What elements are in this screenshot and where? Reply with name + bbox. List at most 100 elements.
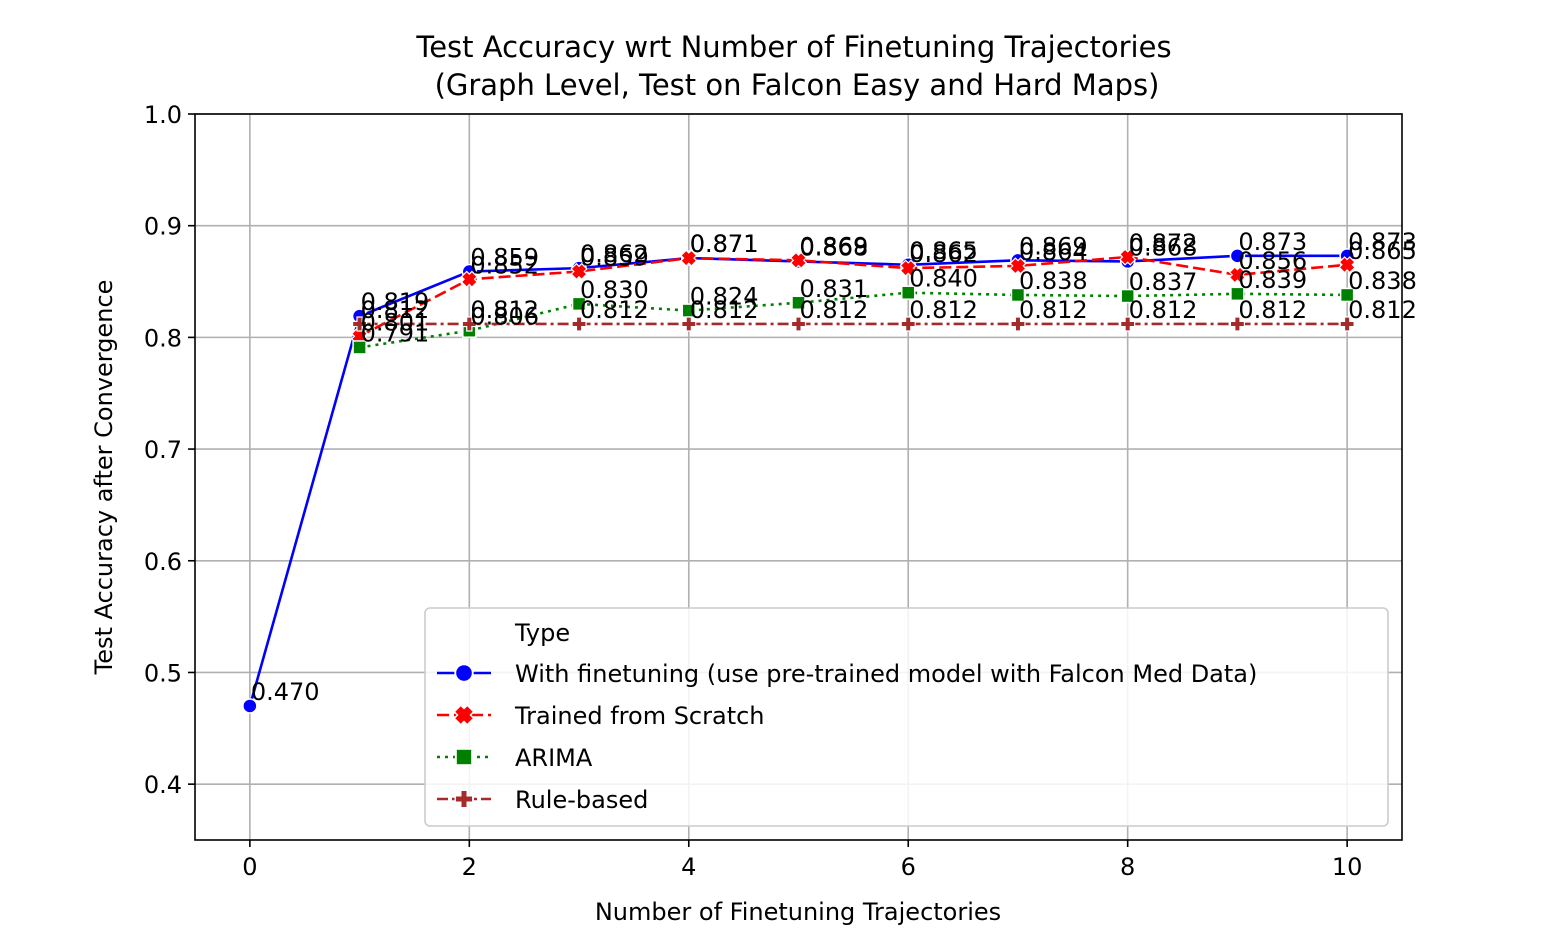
plus-marker (1229, 316, 1246, 332)
data-label: 0.839 (1238, 266, 1307, 294)
data-label: 0.869 (1019, 232, 1088, 260)
data-label: 0.812 (1238, 296, 1307, 324)
legend-item: ARIMA (437, 744, 593, 772)
legend-item: Trained from Scratch (437, 702, 765, 730)
circle-marker (1229, 248, 1246, 264)
data-labels: 0.470 0.819 0.859 0.862 0.871 0.868 0.865 0.869… (251, 228, 1417, 706)
data-label: 0.838 (1348, 267, 1417, 295)
x-marker (570, 262, 588, 281)
data-label: 0.862 (909, 240, 978, 268)
data-label: 0.852 (470, 251, 539, 279)
square-marker (352, 340, 367, 355)
plus-marker (351, 316, 368, 332)
x-marker (1228, 266, 1247, 284)
data-label: 0.837 (1129, 268, 1198, 296)
square-marker (1120, 288, 1135, 304)
data-label: 0.812 (800, 296, 869, 324)
data-label: 0.819 (361, 288, 430, 316)
plus-marker (571, 316, 587, 332)
data-label: 0.812 (580, 296, 649, 324)
data-label: 0.856 (1238, 247, 1307, 275)
legend-label: With finetuning (use pre-trained model w… (515, 660, 1257, 688)
y-axis-label: Test Accuracy after Convergence (90, 280, 118, 676)
data-label: 0.791 (361, 319, 430, 347)
x-tick-label: 6 (901, 853, 916, 881)
data-label: 0.862 (580, 240, 649, 268)
data-label: 0.812 (690, 296, 759, 324)
chart-title-line-2: (Graph Level, Test on Falcon Easy and Ha… (435, 68, 1160, 102)
data-label: 0.838 (1019, 267, 1088, 295)
data-label: 0.859 (470, 243, 539, 271)
data-label: 0.872 (1129, 229, 1198, 257)
legend-item: Rule-based (437, 786, 648, 814)
y-tick-label: 0.9 (144, 213, 182, 241)
data-label: 0.871 (690, 230, 759, 258)
series-group (242, 248, 1356, 714)
series-line (358, 255, 1348, 338)
circle-marker (454, 663, 474, 683)
plus-marker (681, 316, 697, 332)
x-tick-label: 4 (681, 853, 696, 881)
x-marker (680, 249, 698, 267)
y-tick-label: 1.0 (144, 101, 182, 129)
plus-marker (1010, 316, 1026, 332)
legend: Type With finetuning (use pre-trained mod… (424, 607, 1389, 827)
data-label: 0.812 (1019, 296, 1088, 324)
series-3 (351, 316, 1355, 332)
data-label: 0.871 (690, 230, 759, 258)
data-label: 0.812 (361, 296, 430, 324)
plus-marker (454, 789, 474, 809)
legend-label: Rule-based (515, 786, 648, 814)
x-tick-label: 10 (1332, 853, 1363, 881)
series-2 (352, 285, 1355, 355)
data-label: 0.801 (361, 308, 430, 336)
data-label: 0.831 (800, 275, 869, 303)
plus-marker (900, 316, 916, 332)
data-label: 0.868 (800, 233, 869, 261)
data-label: 0.812 (909, 296, 978, 324)
data-label: 0.840 (909, 265, 978, 293)
axis-ticks: 0 2 4 6 8 10 0.4 0.5 0.6 0.7 0.8 0.9 1.0 (144, 101, 1363, 881)
x-tick-label: 8 (1120, 853, 1135, 881)
y-tick-label: 0.7 (144, 436, 182, 464)
square-marker (791, 295, 806, 311)
circle-marker (242, 698, 258, 714)
series-1 (350, 248, 1356, 345)
plus-marker (790, 316, 807, 332)
series-line (359, 291, 1348, 349)
y-tick-label: 0.4 (144, 771, 182, 799)
x-marker (1009, 257, 1027, 275)
x-axis-label: Number of Finetuning Trajectories (595, 898, 1001, 926)
data-label: 0.812 (470, 296, 539, 324)
x-tick-label: 0 (242, 853, 257, 881)
square-marker (454, 747, 474, 767)
x-tick-label: 2 (462, 853, 477, 881)
chart-title-line-1: Test Accuracy wrt Number of Finetuning T… (415, 30, 1171, 64)
legend-label: ARIMA (515, 744, 593, 772)
square-marker (1230, 286, 1245, 302)
x-marker (899, 259, 917, 277)
data-label: 0.873 (1348, 228, 1417, 256)
data-label: 0.470 (251, 678, 320, 706)
data-label: 0.865 (1348, 237, 1417, 265)
data-label: 0.812 (1348, 296, 1417, 324)
plus-marker (461, 316, 477, 332)
square-marker (1339, 287, 1355, 303)
x-marker (1338, 256, 1356, 274)
x-marker (1119, 248, 1137, 266)
x-marker (789, 251, 808, 269)
legend-item: With finetuning (use pre-trained model w… (437, 660, 1257, 688)
data-label: 0.865 (909, 237, 978, 265)
legend-title: Type (514, 619, 570, 647)
y-tick-label: 0.8 (144, 324, 182, 352)
data-label: 0.869 (800, 232, 869, 260)
plus-marker (1120, 316, 1136, 332)
x-marker (453, 704, 475, 726)
data-label: 0.864 (1019, 238, 1088, 266)
square-marker (571, 296, 587, 312)
y-tick-label: 0.6 (144, 548, 182, 576)
data-label: 0.812 (1129, 296, 1198, 324)
legend-box (424, 607, 1389, 827)
plus-marker (1339, 316, 1355, 332)
